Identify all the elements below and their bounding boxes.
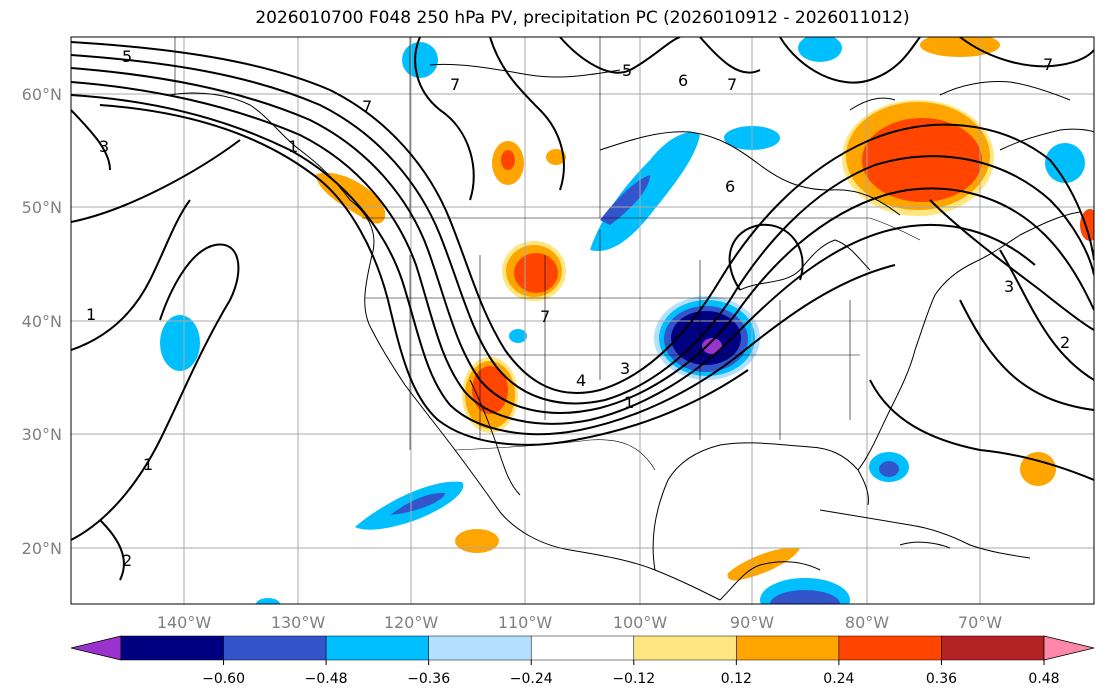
lon-tick-label: 70°W <box>958 613 1002 632</box>
lat-tick-label: 60°N <box>22 85 62 104</box>
lat-tick-label: 50°N <box>22 198 62 217</box>
lat-tick-label: 40°N <box>22 312 62 331</box>
colorbar-tick-label: 0.48 <box>1028 671 1059 687</box>
lat-tick-label: 30°N <box>22 425 62 444</box>
contour-label: 6 <box>725 177 735 196</box>
precip-blob <box>1045 143 1085 183</box>
lon-tick-label: 140°W <box>157 613 212 632</box>
colorbar-tick-label: −0.36 <box>407 671 450 687</box>
colorbar-segment <box>530 635 635 661</box>
lon-tick-label: 80°W <box>845 613 889 632</box>
contour-label: 3 <box>620 359 630 378</box>
precip-blob <box>798 37 842 62</box>
colorbar-ticks: −0.60 −0.48 −0.36 −0.24 −0.12 0.12 0.24 0.36 0.4… <box>202 660 1060 687</box>
precip-blob <box>1020 452 1056 486</box>
political-borders <box>174 37 921 471</box>
lon-axis: 140°W 130°W 120°W 110°W 100°W 90°W 80°W … <box>157 613 1002 632</box>
precip-blob <box>390 492 445 515</box>
contour-label: 3 <box>1004 277 1014 296</box>
colorbar-tick-label: −0.48 <box>305 671 348 687</box>
precip-blob <box>879 461 899 477</box>
precip-blob <box>702 338 722 354</box>
colorbar-tick-label: −0.60 <box>202 671 245 687</box>
precip-blob <box>315 172 386 224</box>
colorbar-segment <box>633 635 737 661</box>
colorbar-extend-max <box>1043 635 1095 661</box>
colorbar-segment <box>736 635 840 661</box>
contour-label: 1 <box>86 305 96 324</box>
lon-tick-label: 110°W <box>498 613 553 632</box>
contour-label: 3 <box>99 137 109 156</box>
colorbar-segment <box>941 635 1045 661</box>
lat-axis: 60°N 50°N 40°N 30°N 20°N <box>22 85 62 558</box>
graticule <box>71 37 1094 604</box>
contour-label: 2 <box>1060 333 1070 352</box>
contour-labels: 5 7 3 6 7 6 7 1 1 2 1 4 3 1 7 3 2 7 5 <box>86 47 1070 570</box>
map-frame <box>70 36 1095 605</box>
colorbar-tick-label: 0.24 <box>823 671 854 687</box>
precip-blob <box>590 132 700 251</box>
precip-blob <box>509 329 527 343</box>
precip-blob <box>546 149 566 165</box>
contour-label: 7 <box>1043 55 1053 74</box>
colorbar-extend-min <box>70 635 122 661</box>
contour-label: 2 <box>122 551 132 570</box>
contour-label: 5 <box>622 61 632 80</box>
precip-blob <box>770 590 840 604</box>
colorbar-segment <box>325 635 429 661</box>
contour-label: 5 <box>122 47 132 66</box>
pv-contours <box>71 37 1094 581</box>
precip-blob <box>256 598 280 604</box>
precip-blob <box>455 529 499 553</box>
colorbar-tick-label: −0.24 <box>510 671 553 687</box>
colorbar-segment <box>223 635 327 661</box>
contour-label: 1 <box>624 393 634 412</box>
contour-label: 4 <box>576 371 586 390</box>
precip-blob <box>160 315 200 371</box>
lon-tick-label: 130°W <box>271 613 326 632</box>
lat-tick-label: 20°N <box>22 539 62 558</box>
lon-tick-label: 120°W <box>384 613 439 632</box>
lon-tick-label: 100°W <box>613 613 668 632</box>
contour-label: 1 <box>288 137 298 156</box>
lon-tick-label: 90°W <box>730 613 774 632</box>
colorbar-segment <box>120 635 224 661</box>
colorbar-tick-label: −0.12 <box>612 671 655 687</box>
precip-blob <box>501 150 515 170</box>
contour-label: 7 <box>362 97 372 116</box>
contour-label: 7 <box>727 75 737 94</box>
colorbar-tick-label: 0.36 <box>926 671 957 687</box>
contour-label: 7 <box>450 75 460 94</box>
contour-label: 7 <box>540 307 550 326</box>
precip-blob <box>600 175 650 225</box>
figure-title: 2026010700 F048 250 hPa PV, precipitatio… <box>255 8 910 28</box>
contour-label: 6 <box>678 71 688 90</box>
colorbar-segment <box>428 635 532 661</box>
coastlines <box>169 63 1094 601</box>
colorbar-segment <box>838 635 942 661</box>
precip-blob <box>862 118 982 202</box>
colorbar-segments <box>70 635 1095 661</box>
contour-label: 1 <box>143 455 153 474</box>
colorbar-tick-label: 0.12 <box>721 671 752 687</box>
